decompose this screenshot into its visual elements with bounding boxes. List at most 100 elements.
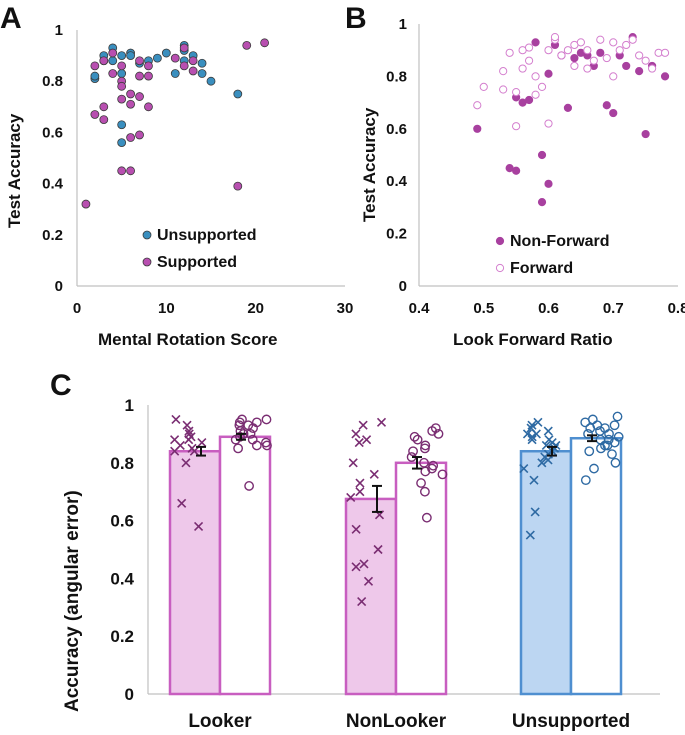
non-forward-point: [473, 124, 482, 133]
panel-c-y-tick: 0.8: [110, 454, 134, 473]
x-stroke: [527, 420, 537, 430]
forward-point: [628, 35, 637, 44]
non-forward-marker: [354, 438, 364, 448]
supported-point: [188, 66, 198, 76]
panel-b-y-tick: 1: [399, 16, 407, 33]
forward-marker: [416, 478, 426, 488]
forward-point: [479, 82, 488, 91]
nonlooker-non-forward-bar: [344, 497, 398, 696]
non-forward-marker: [351, 524, 361, 534]
supported-point: [179, 61, 189, 71]
panel-b-y-label: Test Accuracy: [360, 107, 379, 222]
non-forward-marker: [527, 435, 537, 445]
non-forward-point: [596, 48, 605, 57]
forward-marker: [233, 443, 244, 454]
x-stroke: [355, 478, 365, 488]
forward-point: [518, 64, 527, 73]
supported-point: [99, 56, 109, 66]
forward-point: [512, 88, 521, 97]
forward-marker: [248, 423, 258, 434]
x-stroke: [351, 562, 361, 572]
panel-b-y-tick: 0: [399, 278, 407, 295]
x-stroke: [529, 475, 539, 485]
supported-point: [117, 81, 127, 91]
x-stroke: [526, 423, 536, 433]
x-stroke: [357, 596, 367, 607]
x-stroke: [171, 414, 181, 425]
unsupported-point: [197, 58, 207, 68]
non-forward-marker: [171, 414, 181, 425]
non-forward-marker: [362, 435, 372, 445]
x-stroke: [170, 446, 180, 456]
forward-marker: [420, 443, 430, 454]
non-forward-point: [544, 69, 553, 78]
unsupported-point: [206, 76, 216, 86]
x-stroke: [184, 429, 194, 439]
non-forward-marker: [197, 438, 207, 448]
x-stroke: [543, 455, 553, 465]
non-forward-point: [531, 38, 540, 47]
forward-marker: [237, 414, 247, 425]
x-stroke: [369, 469, 379, 479]
non-forward-point: [524, 95, 534, 105]
unsupported-point: [197, 69, 207, 78]
x-stroke: [189, 446, 199, 456]
legend-marker-unsupported: [142, 230, 152, 240]
supported-point: [135, 71, 144, 81]
x-stroke: [519, 464, 529, 474]
non-forward-marker: [348, 458, 358, 468]
supported-point: [188, 56, 198, 66]
supported-point: [260, 38, 270, 48]
panel-a-y-tick: 0.4: [42, 176, 64, 193]
forward-marker: [437, 469, 448, 480]
supported-point: [99, 115, 109, 124]
unsupported-point: [170, 69, 180, 78]
panel-b-x-label: Look Forward Ratio: [453, 330, 613, 349]
forward-marker: [607, 449, 617, 460]
panel-c-y-tick: 1: [125, 396, 134, 415]
forward-point: [589, 56, 598, 65]
supported-point: [144, 61, 153, 71]
x-stroke: [363, 576, 374, 586]
legend-label-non-forward: Non-Forward: [510, 233, 610, 250]
x-stroke: [181, 458, 191, 468]
panel-b-scatter: Look Forward Ratio Test Accuracy 0 0.2 0.4…: [360, 16, 685, 349]
supported-point: [170, 53, 180, 63]
x-stroke: [182, 420, 192, 430]
supported-point: [108, 48, 118, 58]
forward-marker: [409, 431, 420, 442]
non-forward-marker: [531, 429, 541, 439]
non-forward-marker: [541, 440, 551, 451]
forward-marker: [580, 475, 591, 486]
forward-marker: [584, 446, 595, 457]
unsupported-point: [117, 51, 127, 60]
forward-point: [473, 101, 482, 110]
supported-point: [144, 102, 153, 112]
panel-a-x-tick: 20: [247, 300, 264, 317]
non-forward-marker: [355, 478, 365, 488]
panel-c-y-label: Accuracy (angular error): [62, 490, 83, 712]
non-forward-marker: [363, 576, 374, 586]
panel-label-a: A: [0, 2, 22, 35]
non-forward-marker: [369, 469, 379, 479]
unsupported-point: [233, 89, 243, 99]
non-forward-point: [641, 129, 650, 139]
panel-c-y-tick: 0: [125, 685, 134, 704]
panel-a-y-tick: 1: [55, 22, 63, 39]
panel-label-b: B: [345, 2, 367, 35]
forward-marker: [427, 426, 438, 436]
x-stroke: [373, 544, 383, 555]
non-forward-point: [537, 198, 547, 207]
forward-marker: [585, 423, 596, 434]
non-forward-point: [570, 53, 579, 63]
panel-label-c: C: [50, 369, 72, 402]
non-forward-marker: [170, 435, 180, 445]
x-stroke: [346, 492, 356, 503]
unsupported-point: [117, 138, 127, 148]
supported-point: [126, 89, 136, 99]
unsupported-point: [152, 53, 162, 63]
non-forward-point: [635, 67, 644, 76]
forward-point: [615, 46, 624, 55]
panel-b-x-tick: 0.6: [538, 300, 559, 317]
